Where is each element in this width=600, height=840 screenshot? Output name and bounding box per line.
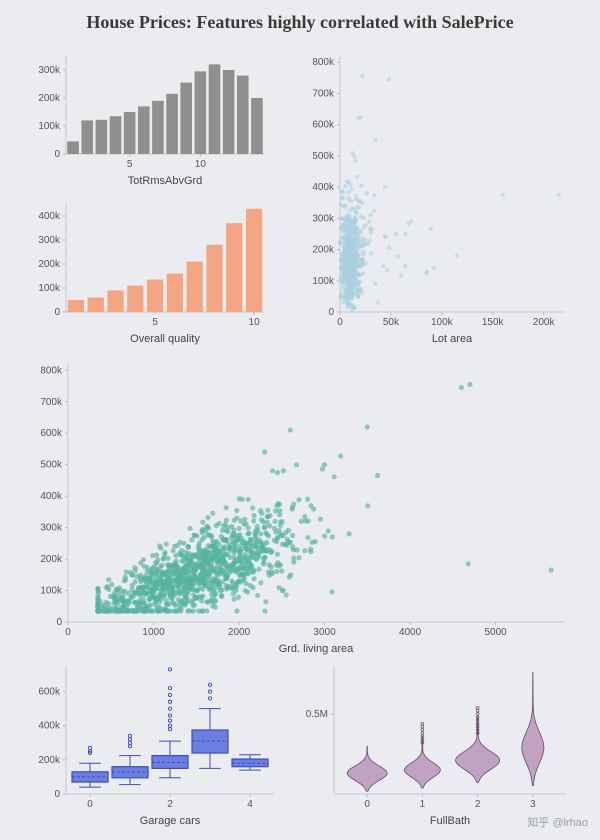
svg-text:200k: 200k: [533, 317, 556, 328]
svg-text:150k: 150k: [482, 317, 505, 328]
svg-text:300k: 300k: [38, 65, 61, 76]
svg-text:4: 4: [247, 799, 253, 810]
svg-text:0.5M: 0.5M: [306, 709, 328, 720]
svg-text:200k: 200k: [38, 93, 61, 104]
svg-text:5: 5: [127, 159, 133, 170]
chart-garage: 0200k400k600k024Garage cars: [28, 662, 278, 812]
svg-text:200k: 200k: [38, 755, 61, 766]
svg-text:0: 0: [328, 307, 334, 318]
svg-text:600k: 600k: [312, 120, 335, 131]
svg-text:600k: 600k: [40, 428, 63, 439]
svg-text:0: 0: [364, 799, 370, 810]
chart-title: House Prices: Features highly correlated…: [0, 12, 600, 33]
svg-text:600k: 600k: [38, 687, 61, 698]
svg-text:3: 3: [530, 799, 536, 810]
svg-text:800k: 800k: [40, 365, 63, 376]
svg-text:Overall quality: Overall quality: [130, 333, 200, 345]
svg-text:400k: 400k: [38, 211, 61, 222]
svg-text:10: 10: [195, 159, 207, 170]
svg-text:1: 1: [420, 799, 426, 810]
svg-text:0: 0: [54, 307, 60, 318]
svg-text:300k: 300k: [38, 235, 61, 246]
svg-text:100k: 100k: [312, 276, 335, 287]
svg-text:0: 0: [54, 789, 60, 800]
svg-text:0: 0: [65, 627, 71, 638]
svg-text:4000: 4000: [399, 627, 422, 638]
svg-text:50k: 50k: [383, 317, 400, 328]
svg-text:200k: 200k: [312, 245, 335, 256]
chart-lotarea: 0 100k 200k 300k 400k 500k 600k 700k 800k 0 50k 100…: [300, 52, 570, 330]
svg-text:0: 0: [54, 149, 60, 160]
svg-text:400k: 400k: [38, 721, 61, 732]
svg-text:100k: 100k: [431, 317, 454, 328]
chart-grdliving: 0 100k 200k 300k 400k 500k 600k 700k 800k 0 1000 20…: [28, 360, 570, 640]
svg-text:10: 10: [249, 317, 261, 328]
svg-text:FullBath: FullBath: [430, 815, 470, 827]
svg-text:500k: 500k: [312, 151, 335, 162]
svg-text:800k: 800k: [312, 57, 335, 68]
svg-text:500k: 500k: [40, 460, 63, 471]
svg-text:2: 2: [475, 799, 481, 810]
svg-text:Grd. living area: Grd. living area: [279, 643, 354, 655]
svg-text:Garage cars: Garage cars: [140, 815, 201, 827]
svg-text:300k: 300k: [312, 213, 335, 224]
svg-text:1000: 1000: [142, 627, 165, 638]
svg-text:5000: 5000: [484, 627, 507, 638]
svg-text:0: 0: [56, 617, 62, 628]
svg-text:0: 0: [87, 799, 93, 810]
chart-totrms: 0100k200k300k510TotRmsAbvGrd: [28, 52, 268, 172]
svg-text:3000: 3000: [313, 627, 336, 638]
svg-text:400k: 400k: [40, 491, 63, 502]
svg-text:400k: 400k: [312, 182, 335, 193]
svg-text:700k: 700k: [40, 397, 63, 408]
watermark: 知乎 @lrhao: [527, 814, 588, 830]
svg-text:700k: 700k: [312, 88, 335, 99]
chart-quality: 0100k200k300k400k510Overall quality: [28, 200, 268, 330]
svg-text:100k: 100k: [38, 121, 61, 132]
svg-text:200k: 200k: [40, 554, 63, 565]
svg-text:200k: 200k: [38, 259, 61, 270]
svg-text:2: 2: [167, 799, 173, 810]
svg-text:2000: 2000: [228, 627, 251, 638]
svg-text:5: 5: [152, 317, 158, 328]
svg-text:0: 0: [337, 317, 343, 328]
chart-fullbath: 0.5M0123FullBath: [300, 662, 570, 812]
svg-text:100k: 100k: [40, 586, 63, 597]
svg-text:100k: 100k: [38, 283, 61, 294]
svg-text:300k: 300k: [40, 523, 63, 534]
svg-text:Lot area: Lot area: [432, 333, 473, 345]
svg-text:TotRmsAbvGrd: TotRmsAbvGrd: [128, 175, 203, 187]
